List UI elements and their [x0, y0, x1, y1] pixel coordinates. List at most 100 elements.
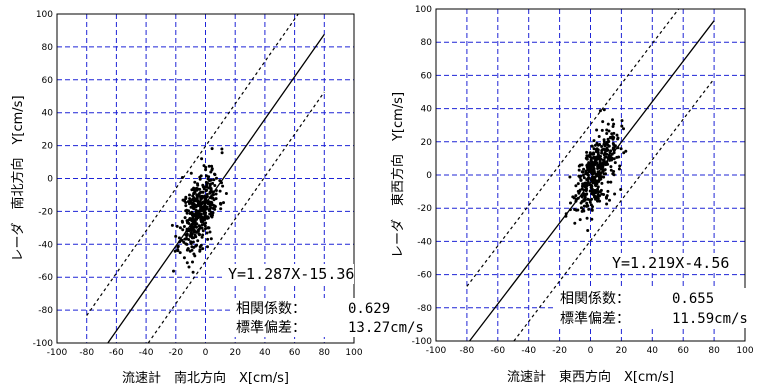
scatter-point — [585, 204, 589, 208]
scatter-point — [221, 184, 225, 188]
scatter-point — [613, 192, 617, 196]
scatter-point — [184, 237, 188, 241]
scatter-point — [178, 251, 182, 255]
scatter-point — [172, 269, 175, 273]
x-axis-label: 流速計 南北方向 X[cm/s] — [122, 370, 289, 386]
scatter-point — [612, 122, 616, 126]
stat-label: 標準偏差： — [560, 311, 630, 327]
scatter-point — [589, 203, 593, 207]
scatter-point — [197, 232, 201, 236]
scatter-point — [198, 187, 202, 191]
y-tick-label: 60 — [421, 71, 433, 81]
scatter-point — [199, 198, 203, 201]
regression-equation: Y=1.219X-4.56 — [612, 254, 729, 272]
scatter-point — [585, 157, 589, 161]
regression-line — [469, 20, 715, 342]
scatter-point — [592, 189, 595, 193]
scatter-point — [576, 182, 580, 186]
scatter-point — [597, 155, 601, 159]
scatter-point — [196, 200, 200, 204]
scatter-point — [605, 196, 608, 200]
scatter-point — [624, 149, 628, 153]
scatter-point — [598, 109, 602, 113]
scatter-point — [586, 173, 590, 177]
scatter-point — [622, 127, 625, 131]
y-axis-label: レーダ 南北方向 Y[cm/s] — [10, 95, 26, 261]
x-tick-label: -20 — [552, 346, 567, 356]
scatter-point — [210, 147, 214, 151]
equation-bg — [224, 264, 354, 284]
scatter-point — [601, 168, 605, 172]
scatter-point — [619, 147, 623, 151]
scatter-point — [194, 205, 198, 209]
scatter-point — [198, 202, 202, 206]
scatter-point — [573, 208, 577, 211]
scatter-point — [606, 122, 610, 126]
scatter-point — [210, 164, 214, 168]
scatter-point — [213, 184, 217, 187]
scatter-point — [185, 211, 189, 215]
scatter-point — [206, 237, 210, 241]
scatter-point — [603, 152, 607, 156]
scatter-point — [609, 180, 613, 184]
scatter-point — [602, 138, 606, 142]
scatter-point — [219, 207, 223, 211]
scatter-point — [592, 152, 596, 156]
scatter-point — [578, 218, 582, 222]
y-tick-label: -60 — [38, 273, 53, 283]
scatter-point — [609, 168, 613, 172]
scatter-point — [202, 195, 206, 199]
scatter-point — [178, 226, 182, 230]
scatter-point — [596, 192, 600, 196]
scatter-point — [175, 224, 179, 228]
scatter-point — [204, 189, 208, 193]
scatter-point — [176, 248, 180, 252]
x-tick-label: 40 — [259, 348, 271, 358]
scatter-point — [196, 183, 200, 187]
y-tick-label: -40 — [38, 240, 53, 250]
y-tick-label: -20 — [417, 204, 432, 214]
scatter-point — [211, 206, 215, 210]
scatter-point — [603, 144, 607, 148]
scatter-point — [196, 239, 200, 243]
scatter-point — [598, 160, 602, 164]
scatter-point — [198, 177, 202, 181]
scatter-point — [590, 163, 594, 167]
scatter-point — [595, 128, 599, 132]
scatter-point — [605, 128, 609, 132]
scatter-point — [587, 170, 591, 174]
scatter-point — [603, 156, 607, 159]
scatter-point — [204, 168, 208, 172]
scatter-point — [176, 244, 180, 248]
scatter-point — [598, 143, 602, 146]
scatter-point — [186, 247, 190, 251]
scatter-point — [184, 204, 188, 208]
scatter-point — [586, 180, 590, 184]
scatter-point — [590, 144, 594, 148]
scatter-point — [580, 170, 584, 174]
x-tick-label: -100 — [47, 348, 68, 358]
scatter-point — [185, 261, 189, 265]
x-axis-label: 流速計 東西方向 X[cm/s] — [507, 369, 674, 385]
scatter-point — [210, 215, 214, 219]
scatter-point — [618, 164, 622, 168]
y-tick-label: 40 — [421, 105, 433, 115]
scatter-point — [205, 231, 209, 235]
chart-panel-2: -100 -80 -60 -40 -20 0 20 40 60 80 100 -100 -80 -60 -4… — [390, 5, 754, 385]
scatter-point — [181, 220, 184, 224]
scatter-point — [598, 163, 602, 167]
scatter-point — [198, 245, 202, 249]
scatter-point — [590, 208, 594, 211]
scatter-point — [574, 194, 578, 198]
scatter-point — [613, 161, 617, 165]
scatter-point — [211, 211, 215, 215]
scatter-point — [208, 230, 212, 234]
scatter-point — [204, 198, 208, 202]
scatter-point — [578, 175, 582, 179]
scatter-point — [568, 175, 572, 179]
scatter-point — [207, 175, 211, 179]
scatter-point — [605, 194, 609, 198]
stat-value: 11.59cm/s — [672, 311, 748, 327]
scatter-point — [198, 194, 201, 198]
